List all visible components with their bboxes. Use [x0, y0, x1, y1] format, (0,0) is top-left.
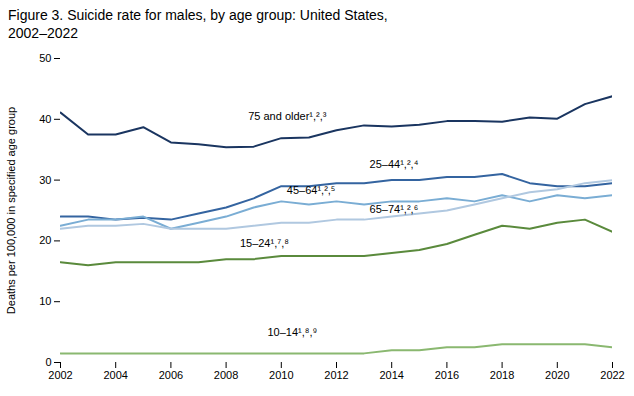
svg-text:15–24¹,⁷,⁸: 15–24¹,⁷,⁸: [240, 237, 289, 249]
svg-text:75 and older¹,²,³: 75 and older¹,²,³: [248, 110, 327, 122]
svg-text:2002: 2002: [48, 369, 72, 381]
svg-text:2016: 2016: [435, 369, 459, 381]
svg-text:2018: 2018: [490, 369, 514, 381]
svg-text:40: 40: [39, 113, 51, 125]
svg-text:30: 30: [39, 174, 51, 186]
svg-text:2008: 2008: [214, 369, 238, 381]
svg-text:Deaths per 100,000 in specifie: Deaths per 100,000 in specified age grou…: [5, 107, 17, 314]
svg-text:25–44¹,²,⁴: 25–44¹,²,⁴: [370, 158, 419, 170]
html-text:Figure 3. Suicide rate for mal: Figure 3. Suicide rate for males, by age…: [8, 7, 388, 23]
svg-text:10–14¹,⁸,⁹: 10–14¹,⁸,⁹: [268, 326, 318, 338]
svg-text:0: 0: [45, 356, 51, 368]
svg-text:20: 20: [39, 234, 51, 246]
svg-text:2004: 2004: [103, 369, 127, 381]
svg-text:2012: 2012: [324, 369, 348, 381]
svg-text:2006: 2006: [159, 369, 183, 381]
svg-text:2010: 2010: [269, 369, 293, 381]
svg-text:45–64¹,²,⁵: 45–64¹,²,⁵: [287, 184, 336, 196]
svg-text:2022: 2022: [600, 369, 624, 381]
svg-text:10: 10: [39, 295, 51, 307]
svg-text:65–74¹,²,⁶: 65–74¹,²,⁶: [370, 203, 419, 215]
svg-text:50: 50: [39, 52, 51, 64]
html-text:2002–2022: 2002–2022: [8, 25, 79, 41]
svg-text:2014: 2014: [379, 369, 403, 381]
svg-text:2020: 2020: [545, 369, 569, 381]
